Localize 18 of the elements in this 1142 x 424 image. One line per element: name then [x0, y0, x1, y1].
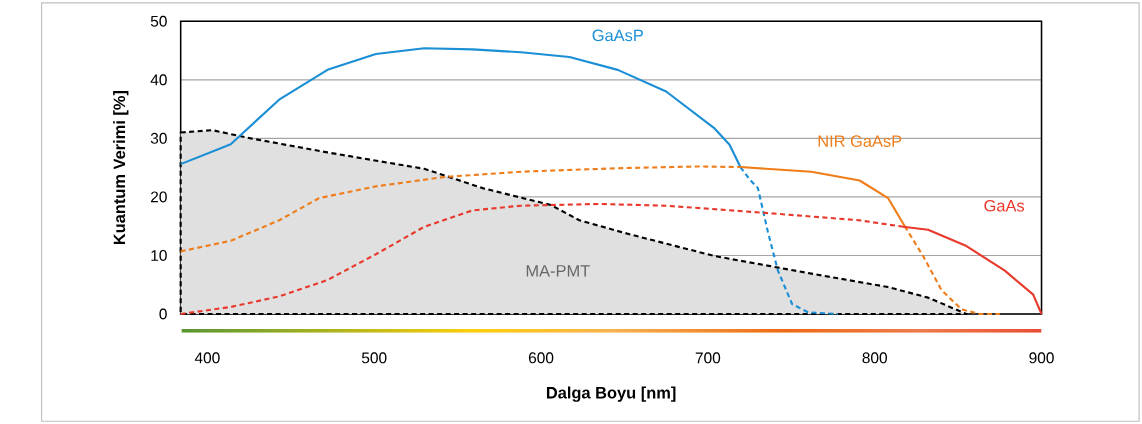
x-tick-label: 400 [194, 352, 220, 364]
y-axis-title: Kuantum Verimi [%] [113, 90, 129, 245]
y-tick-label: 10 [151, 249, 167, 261]
text: GaAs [984, 199, 1025, 212]
series-label: MA-PMT [526, 265, 590, 277]
x-tick-label: 800 [862, 352, 887, 364]
x-tick-label: 600 [528, 352, 554, 364]
y-tick-label: 30 [150, 132, 167, 144]
y-tick-label: 0 [159, 308, 167, 320]
x-axis-title: Dalga Boyu [nm] [546, 386, 676, 402]
series-label: NIR GaAsP [818, 135, 902, 147]
x-tick-label: 500 [361, 352, 387, 364]
x-tick-label: 900 [1029, 352, 1054, 364]
y-tick-label: 40 [150, 74, 167, 86]
y-tick-label: 20 [151, 191, 167, 203]
y-tick-label: 50 [150, 15, 167, 27]
x-tick-label: 700 [695, 352, 721, 364]
series-label: GaAsP [592, 29, 643, 42]
